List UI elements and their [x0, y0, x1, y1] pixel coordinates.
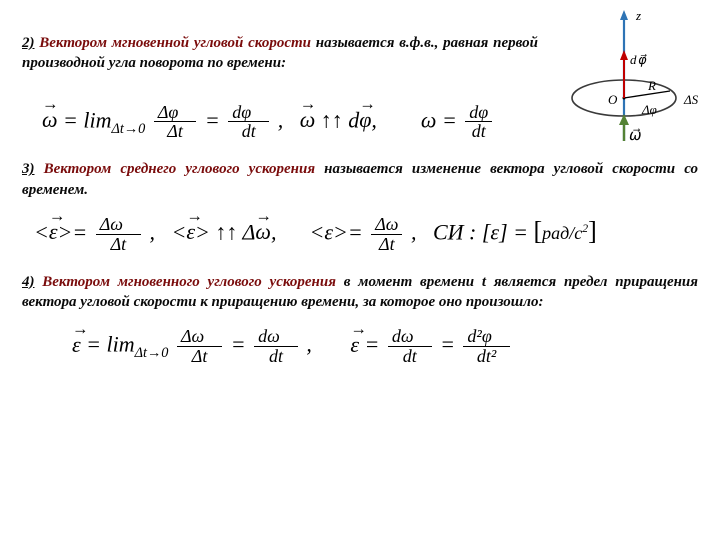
section-2-text: 2) Вектором мгновенной угловой скорости …: [22, 33, 538, 74]
formula-4: ε = limΔt→0 Δω⃗Δt = dω⃗dt , ε = dω⃗dt = …: [72, 327, 698, 366]
svg-text:φ⃗: φ⃗: [638, 52, 647, 67]
svg-text:z: z: [635, 8, 641, 23]
svg-text:Δφ: Δφ: [641, 102, 657, 117]
section-2-num: 2): [22, 35, 35, 51]
svg-text:O: O: [608, 92, 618, 107]
formula-3: <ε>= Δω⃗Δt , <ε> ↑↑ Δω, <ε>= ΔωΔt , СИ :…: [34, 215, 698, 254]
svg-text:ΔS: ΔS: [683, 92, 699, 107]
section-2-term: Вектором мгновенной угловой скорости: [39, 35, 311, 51]
rotation-diagram: z O R Δφ ΔS d φ⃗ ω⃗: [544, 6, 704, 151]
section-3-text: 3) Вектором среднего углового ускорения …: [22, 159, 698, 200]
section-3-num: 3): [22, 161, 35, 177]
svg-text:d: d: [630, 52, 637, 67]
section-4-num: 4): [22, 274, 35, 290]
svg-text:ω⃗: ω⃗: [629, 128, 642, 144]
svg-text:R: R: [647, 78, 656, 93]
section-4-text: 4) Вектором мгновенного углового ускорен…: [22, 272, 698, 313]
section-3-term: Вектором среднего углового ускорения: [44, 161, 316, 177]
section-4-term: Вектором мгновенного углового ускорения: [42, 274, 336, 290]
